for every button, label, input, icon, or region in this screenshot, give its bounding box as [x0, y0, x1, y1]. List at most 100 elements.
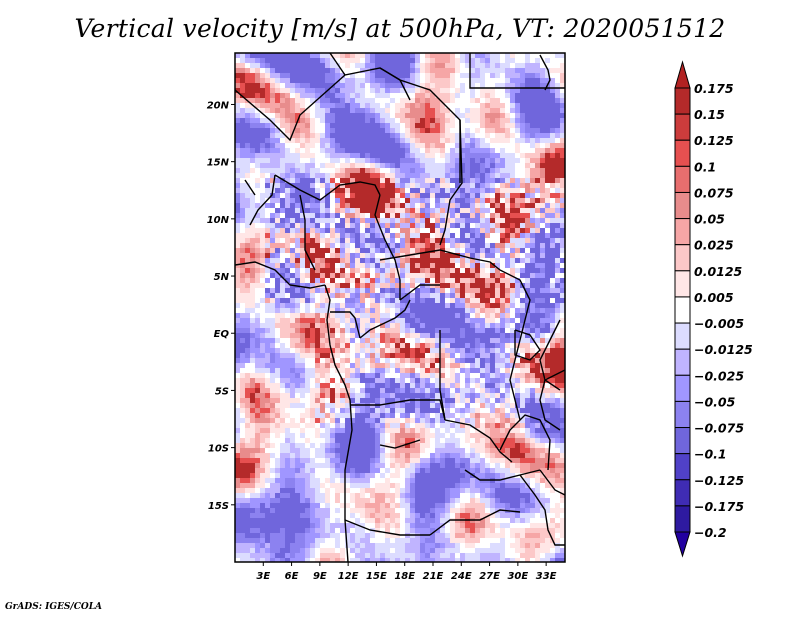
- field-cell: [465, 183, 470, 188]
- field-cell: [325, 153, 330, 158]
- field-cell: [460, 423, 465, 428]
- field-cell: [405, 368, 410, 373]
- field-cell: [330, 128, 335, 133]
- field-cell: [525, 338, 530, 343]
- field-cell: [250, 333, 255, 338]
- field-cell: [335, 298, 340, 303]
- field-cell: [470, 113, 475, 118]
- field-cell: [350, 148, 355, 153]
- field-cell: [560, 188, 565, 193]
- field-cell: [450, 228, 455, 233]
- field-cell: [520, 63, 525, 68]
- field-cell: [325, 233, 330, 238]
- field-cell: [305, 273, 310, 278]
- field-cell: [245, 243, 250, 248]
- field-cell: [390, 403, 395, 408]
- field-cell: [375, 308, 380, 313]
- field-cell: [370, 63, 375, 68]
- field-cell: [425, 303, 430, 308]
- field-cell: [260, 318, 265, 323]
- field-cell: [300, 68, 305, 73]
- field-cell: [240, 333, 245, 338]
- field-cell: [250, 73, 255, 78]
- field-cell: [375, 428, 380, 433]
- field-cell: [435, 243, 440, 248]
- field-cell: [275, 63, 280, 68]
- field-cell: [340, 113, 345, 118]
- field-cell: [380, 198, 385, 203]
- field-cell: [460, 323, 465, 328]
- field-cell: [545, 233, 550, 238]
- field-cell: [480, 188, 485, 193]
- field-cell: [255, 228, 260, 233]
- field-cell: [410, 378, 415, 383]
- field-cell: [430, 313, 435, 318]
- field-cell: [415, 403, 420, 408]
- field-cell: [550, 358, 555, 363]
- field-cell: [490, 323, 495, 328]
- field-cell: [485, 313, 490, 318]
- field-cell: [295, 393, 300, 398]
- field-cell: [500, 133, 505, 138]
- field-cell: [275, 118, 280, 123]
- field-cell: [405, 373, 410, 378]
- field-cell: [245, 233, 250, 238]
- field-cell: [535, 163, 540, 168]
- field-cell: [555, 238, 560, 243]
- field-cell: [465, 343, 470, 348]
- field-cell: [325, 293, 330, 298]
- field-cell: [375, 303, 380, 308]
- field-cell: [350, 58, 355, 63]
- field-cell: [465, 263, 470, 268]
- field-cell: [555, 83, 560, 88]
- field-cell: [270, 73, 275, 78]
- field-cell: [505, 78, 510, 83]
- field-cell: [475, 313, 480, 318]
- field-cell: [270, 63, 275, 68]
- field-cell: [375, 418, 380, 423]
- field-cell: [280, 143, 285, 148]
- field-cell: [395, 258, 400, 263]
- field-cell: [350, 173, 355, 178]
- field-cell: [290, 138, 295, 143]
- field-cell: [460, 243, 465, 248]
- field-cell: [250, 223, 255, 228]
- field-cell: [480, 93, 485, 98]
- field-cell: [435, 148, 440, 153]
- field-cell: [370, 333, 375, 338]
- field-cell: [455, 58, 460, 63]
- field-cell: [430, 393, 435, 398]
- field-cell: [290, 173, 295, 178]
- field-cell: [235, 113, 240, 118]
- field-cell: [490, 163, 495, 168]
- field-cell: [305, 238, 310, 243]
- field-cell: [525, 78, 530, 83]
- field-cell: [385, 223, 390, 228]
- field-cell: [290, 338, 295, 343]
- field-cell: [550, 158, 555, 163]
- field-cell: [420, 303, 425, 308]
- field-cell: [355, 123, 360, 128]
- field-cell: [315, 78, 320, 83]
- field-cell: [345, 153, 350, 158]
- field-cell: [365, 388, 370, 393]
- field-cell: [510, 398, 515, 403]
- field-cell: [495, 53, 500, 58]
- field-cell: [510, 318, 515, 323]
- field-cell: [450, 213, 455, 218]
- field-cell: [275, 268, 280, 273]
- field-cell: [240, 248, 245, 253]
- field-cell: [270, 323, 275, 328]
- field-cell: [465, 78, 470, 83]
- field-cell: [440, 428, 445, 433]
- field-cell: [340, 323, 345, 328]
- field-cell: [335, 388, 340, 393]
- field-cell: [435, 153, 440, 158]
- field-cell: [405, 103, 410, 108]
- field-cell: [540, 293, 545, 298]
- field-cell: [420, 63, 425, 68]
- field-cell: [345, 188, 350, 193]
- field-cell: [270, 203, 275, 208]
- field-cell: [235, 273, 240, 278]
- field-cell: [390, 323, 395, 328]
